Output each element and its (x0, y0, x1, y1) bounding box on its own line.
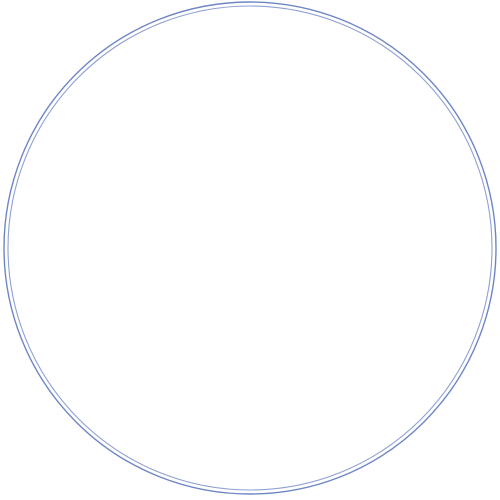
signal-bars-icon (171, 123, 309, 351)
bar-1 (171, 327, 183, 351)
bar-4 (299, 123, 309, 351)
outer-ring (3, 1, 497, 495)
bar-2 (215, 261, 227, 351)
inner-ring (7, 5, 493, 491)
bar-3 (257, 177, 269, 351)
